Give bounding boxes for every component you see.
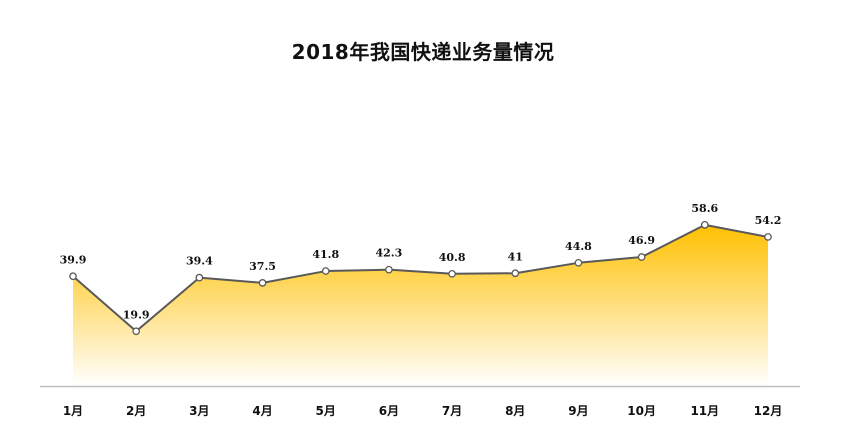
- label-layer: 39.9 19.9 39.4 37.5 41.8 42.3 40.8 41 44.8 46.9 58…: [60, 202, 782, 321]
- x-tick-label-6: 6月: [379, 404, 399, 418]
- data-label-8: 41: [508, 250, 523, 263]
- data-point-9: [574, 258, 583, 267]
- line-layer: [72, 223, 769, 333]
- x-tick-label-5: 5月: [316, 404, 336, 418]
- data-point-5: [321, 267, 330, 275]
- x-tick-label-9: 9月: [568, 404, 588, 418]
- data-label-10: 46.9: [628, 234, 655, 247]
- data-label-2: 19.9: [123, 308, 150, 321]
- x-tick-label-3: 3月: [189, 404, 209, 418]
- data-label-3: 39.4: [186, 255, 213, 268]
- x-tick-label-7: 7月: [442, 404, 462, 418]
- x-tick-label-11: 11月: [690, 404, 719, 418]
- data-point-12: [764, 233, 772, 241]
- data-point-6: [385, 265, 393, 274]
- data-label-9: 44.8: [565, 240, 592, 253]
- data-point-1: [69, 272, 77, 281]
- data-point-2: [132, 327, 141, 336]
- chart-title: 2018年我国快递业务量情况: [291, 40, 555, 64]
- x-tick-label-12: 12月: [754, 404, 783, 418]
- data-label-4: 37.5: [249, 260, 276, 273]
- data-label-12: 54.2: [755, 214, 782, 227]
- data-label-1: 39.9: [60, 253, 87, 266]
- data-label-7: 40.8: [439, 251, 466, 264]
- data-point-11: [700, 221, 709, 229]
- data-point-3: [195, 273, 204, 282]
- data-label-11: 58.6: [691, 202, 718, 215]
- marker-layer: [69, 221, 772, 336]
- x-tick-label-8: 8月: [505, 404, 525, 418]
- data-point-8: [511, 269, 520, 278]
- x-tick-label-4: 4月: [252, 404, 272, 418]
- data-point-10: [637, 253, 646, 261]
- x-tick-label-10: 10月: [627, 404, 656, 418]
- tick-layer: 1月 2月 3月 4月 5月 6月 7月 8月 9月 10月 11月 12月: [63, 404, 783, 418]
- data-label-6: 42.3: [376, 247, 403, 260]
- x-tick-label-1: 1月: [63, 404, 83, 418]
- x-tick-label-2: 2月: [126, 404, 146, 418]
- data-point-4: [258, 279, 267, 287]
- area-fill: [73, 224, 768, 386]
- series-line: [72, 223, 769, 333]
- area-layer: [73, 224, 768, 386]
- data-label-5: 41.8: [312, 248, 339, 261]
- data-point-7: [448, 269, 456, 278]
